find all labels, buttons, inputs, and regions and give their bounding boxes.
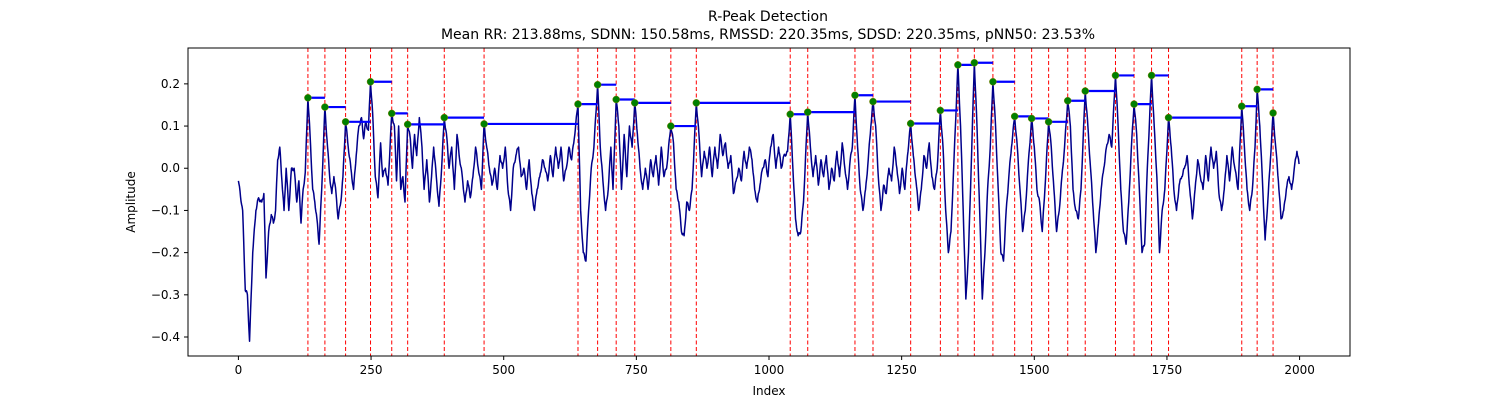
peak-marker — [403, 120, 412, 129]
x-tick-label: 500 — [492, 363, 515, 377]
y-tick-label: −0.1 — [151, 203, 180, 217]
x-tick-label: 1000 — [754, 363, 785, 377]
peak-marker — [480, 120, 488, 128]
peak-marker — [851, 91, 859, 100]
peak-marker — [906, 119, 915, 128]
peak-marker — [1027, 114, 1036, 123]
peak-marker — [593, 80, 602, 89]
x-tick-label: 1250 — [886, 363, 917, 377]
peak-marker — [1238, 102, 1246, 110]
y-tick-label: 0.1 — [161, 119, 180, 133]
peak-marker — [970, 59, 979, 67]
x-tick-label: 0 — [235, 363, 243, 377]
x-tick-label: 1750 — [1152, 363, 1183, 377]
x-axis-label: Index — [752, 384, 785, 398]
peak-marker — [1269, 109, 1277, 117]
peak-marker — [786, 110, 794, 118]
x-tick-label: 750 — [625, 363, 648, 377]
peak-marker — [1164, 113, 1173, 122]
peak-marker — [954, 61, 962, 69]
y-axis-label: Amplitude — [124, 171, 138, 233]
peak-marker — [869, 97, 877, 106]
peak-marker — [574, 100, 582, 108]
y-tick-label: −0.3 — [151, 288, 180, 302]
peak-marker — [387, 109, 396, 118]
peak-marker — [366, 78, 375, 86]
chart-title: R-Peak Detection — [708, 9, 828, 25]
x-tick-label: 250 — [360, 363, 383, 377]
chart-subtitle: Mean RR: 213.88ms, SDNN: 150.58ms, RMSSD… — [441, 27, 1095, 43]
signal-line — [237, 62, 1300, 342]
peak-markers — [304, 59, 1277, 130]
peak-marker — [440, 113, 449, 122]
peak-marker — [989, 78, 997, 86]
peak-marker — [1253, 85, 1261, 94]
peak-marker — [631, 99, 639, 107]
peak-marker — [692, 99, 701, 107]
y-axis: −0.4 −0.3 −0.2 −0.1 0.0 0.1 0.2 — [151, 77, 188, 344]
x-tick-label: 1500 — [1019, 363, 1050, 377]
peak-marker — [1063, 96, 1072, 105]
peak-marker — [321, 103, 329, 111]
peak-marker — [1010, 112, 1019, 121]
x-axis: 0 250 500 750 1000 1250 1500 1750 2000 — [235, 356, 1315, 377]
peak-marker — [1147, 71, 1156, 80]
peak-marker — [304, 94, 312, 102]
signal-group — [237, 62, 1300, 342]
peak-lines — [307, 48, 1274, 356]
peak-marker — [1044, 118, 1053, 126]
peak-marker — [1130, 100, 1138, 108]
y-tick-label: −0.2 — [151, 246, 180, 260]
peak-marker — [612, 95, 620, 104]
peak-marker — [667, 122, 675, 130]
x-tick-label: 2000 — [1284, 363, 1315, 377]
y-tick-label: 0.0 — [161, 161, 180, 175]
peak-marker — [803, 108, 812, 116]
peak-marker — [1081, 87, 1089, 95]
y-tick-label: 0.2 — [161, 77, 180, 91]
y-tick-label: −0.4 — [151, 330, 180, 344]
peak-marker — [341, 118, 350, 126]
peak-marker — [1111, 71, 1120, 80]
peak-marker — [936, 106, 945, 115]
